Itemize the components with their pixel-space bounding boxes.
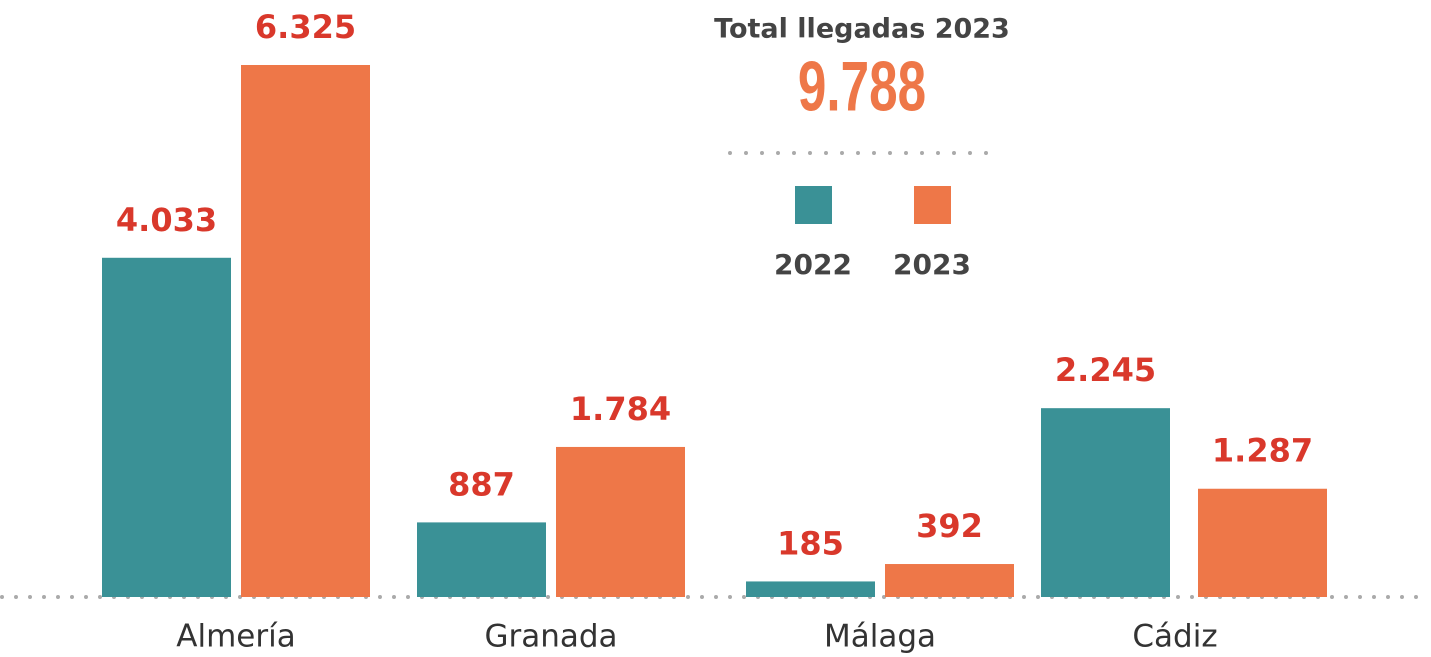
legend-swatch xyxy=(795,186,832,224)
bar xyxy=(1198,488,1327,597)
bar xyxy=(241,65,370,597)
legend-label: 2022 xyxy=(774,248,852,281)
legend-label: 2023 xyxy=(893,248,971,281)
value-label: 2.245 xyxy=(1055,351,1156,389)
bar xyxy=(417,522,546,597)
total-value: 9.788 xyxy=(798,48,926,127)
bar xyxy=(556,446,685,597)
legend-swatch xyxy=(914,186,951,224)
bar xyxy=(746,581,875,597)
value-label: 392 xyxy=(916,507,983,545)
value-label: 185 xyxy=(777,524,844,562)
value-label: 1.287 xyxy=(1212,432,1313,470)
value-label: 6.325 xyxy=(255,8,356,46)
bar xyxy=(102,257,231,597)
value-label: 1.784 xyxy=(570,390,671,428)
bar xyxy=(885,564,1014,597)
bar xyxy=(1041,408,1170,597)
x-tick-label: Almería xyxy=(176,619,295,655)
value-label: 887 xyxy=(448,465,515,503)
x-tick-label: Cádiz xyxy=(1132,619,1217,655)
chart-title: Total llegadas 2023 xyxy=(714,14,1010,45)
x-tick-label: Málaga xyxy=(824,619,936,655)
value-label: 4.033 xyxy=(116,201,217,239)
x-tick-label: Granada xyxy=(484,619,617,655)
